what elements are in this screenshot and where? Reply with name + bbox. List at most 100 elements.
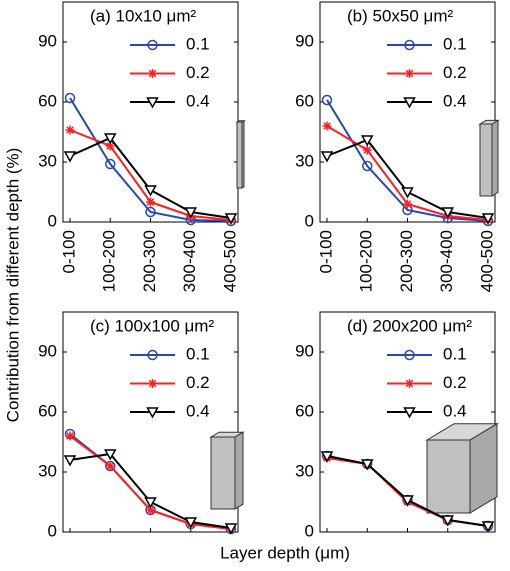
y-tick-label: 60 (38, 91, 57, 110)
x-tick-label: 300-400 (437, 230, 456, 292)
y-tick-label: 0 (305, 521, 314, 540)
x-tick-label: 300-400 (180, 230, 199, 292)
prism-front (236, 121, 243, 189)
y-tick-label: 90 (295, 31, 314, 50)
legend-label: 0.1 (186, 34, 210, 53)
y-tick-label: 30 (38, 151, 57, 170)
y-tick-label: 60 (38, 401, 57, 420)
legend-label: 0.1 (443, 344, 467, 363)
marker (404, 349, 415, 361)
marker (105, 158, 116, 170)
marker (404, 39, 415, 51)
y-tick-label: 90 (38, 31, 57, 50)
panel: 0 30 60 90 0.1 0.2 0.4 (c) 100x100 μm² (38, 311, 245, 540)
x-tick-label: 100-200 (100, 230, 119, 292)
marker (105, 141, 115, 151)
y-tick-label: 60 (295, 91, 314, 110)
marker (401, 187, 414, 199)
panel-title: (c) 100x100 μm² (90, 316, 214, 335)
marker (320, 151, 334, 163)
marker (405, 379, 414, 388)
marker (360, 459, 374, 471)
marker (103, 133, 117, 145)
marker (362, 160, 373, 172)
marker (224, 523, 238, 535)
marker (224, 213, 238, 225)
x-tick-label: 400-500 (477, 230, 496, 292)
y-tick-label: 0 (305, 211, 314, 230)
legend-label: 0.2 (443, 373, 467, 392)
marker (148, 69, 157, 78)
legend-label: 0.2 (186, 373, 210, 392)
x-tick-label: 200-300 (397, 230, 416, 292)
x-axis-label: Layer depth (μm) (220, 543, 350, 562)
marker (63, 151, 77, 163)
legend-label: 0.4 (443, 91, 467, 110)
marker (320, 451, 334, 463)
marker (148, 379, 157, 388)
series-line (69, 97, 232, 222)
legend-label: 0.2 (186, 63, 210, 82)
series-line (326, 99, 489, 222)
panel-title: (a) 10x10 μm² (90, 6, 196, 25)
x-tick-label: 0-100 (316, 230, 335, 273)
marker (144, 185, 157, 197)
marker (146, 505, 155, 515)
y-axis-label: Contribution from different depth (%) (3, 148, 22, 423)
prism-side (469, 422, 498, 514)
y-tick-label: 90 (38, 341, 57, 360)
marker (405, 69, 414, 78)
marker (401, 495, 414, 507)
marker (145, 206, 156, 218)
legend-label: 0.4 (186, 91, 210, 110)
marker (63, 455, 77, 467)
marker (144, 497, 157, 509)
marker (146, 407, 159, 419)
prism-front (479, 123, 493, 197)
legend-label: 0.1 (443, 34, 467, 53)
marker (184, 517, 198, 529)
x-tick-label: 0-100 (59, 230, 78, 273)
legend-label: 0.4 (443, 401, 467, 420)
marker (322, 121, 332, 131)
marker (65, 431, 75, 441)
marker (64, 92, 76, 104)
prism-side (491, 119, 499, 197)
y-tick-label: 0 (48, 211, 57, 230)
panel: 0 30 60 90 0.1 0.2 0.4 (d) 200x200 μm² (295, 311, 499, 540)
marker (147, 349, 158, 361)
y-tick-label: 30 (38, 461, 57, 480)
marker (65, 125, 75, 135)
marker (321, 94, 333, 106)
marker (403, 199, 412, 209)
marker (146, 197, 155, 207)
y-tick-label: 30 (295, 461, 314, 480)
marker (360, 135, 374, 147)
marker (441, 515, 455, 527)
marker (184, 207, 198, 219)
y-tick-label: 0 (48, 521, 57, 540)
x-tick-label: 400-500 (220, 230, 239, 292)
y-tick-label: 30 (295, 151, 314, 170)
prism-side (234, 431, 244, 510)
prism-front (426, 439, 471, 514)
marker (441, 207, 455, 219)
panel: 0 30 60 90 0-100 100-200 200-300 300-400 400-500… (295, 1, 500, 292)
legend-label: 0.1 (186, 344, 210, 363)
marker (403, 97, 416, 109)
marker (103, 449, 117, 461)
marker (362, 145, 372, 155)
marker (403, 407, 416, 419)
panel-title: (b) 50x50 μm² (347, 6, 453, 25)
legend-label: 0.4 (186, 401, 210, 420)
marker (105, 461, 115, 471)
plot-area (319, 1, 496, 223)
x-tick-label: 200-300 (140, 230, 159, 292)
panel-title: (d) 200x200 μm² (347, 316, 472, 335)
panel: 0 30 60 90 0-100 100-200 200-300 300-400 400-500… (38, 1, 246, 292)
marker (481, 213, 495, 225)
y-tick-label: 60 (295, 401, 314, 420)
marker (481, 521, 495, 533)
marker (146, 97, 159, 109)
